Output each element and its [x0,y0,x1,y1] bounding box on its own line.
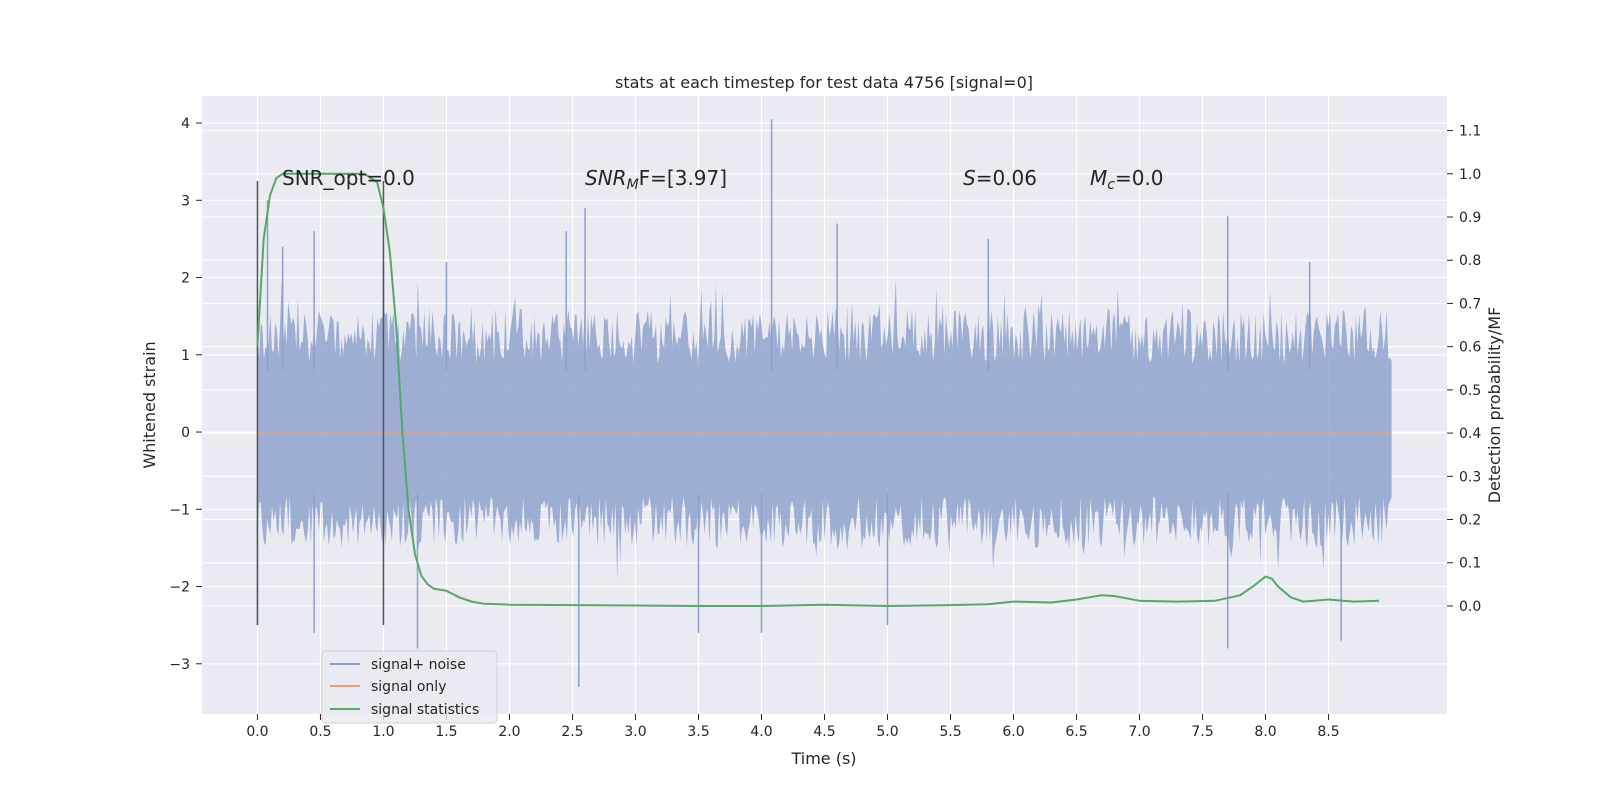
y-tick-label: 0 [181,425,190,441]
annotation-mc-sub: c [1107,177,1115,193]
annotation-snr-opt: SNR_opt=0.0 [282,166,415,190]
y-axis-label: Whitened strain [140,341,159,468]
annotation-snr-mf: SNRMF=[3.97] [585,166,727,193]
y2-tick-label: 1.1 [1459,124,1481,140]
y2-tick-label: 0.7 [1459,296,1481,312]
x-tick-label: 0.0 [246,724,268,740]
x-tick-label: 1.5 [435,724,457,740]
y-ticks: 4 3 2 1 0 −1 −2 −3 [169,116,202,673]
y-tick-label: −3 [169,657,190,673]
x-tick-label: 0.5 [309,724,331,740]
annotation-mc: Mc=0.0 [1090,166,1164,193]
y-tick-label: 4 [181,116,190,132]
x-tick-label: 1.0 [372,724,394,740]
y2-tick-label: 1.0 [1459,167,1481,183]
y2-tick-label: 0.3 [1459,469,1481,485]
y-tick-label: 2 [181,271,190,287]
x-tick-label: 6.5 [1065,724,1087,740]
x-tick-label: 7.0 [1128,724,1150,740]
y2-tick-label: 0.9 [1459,210,1481,226]
x-tick-label: 3.5 [687,724,709,740]
annotation-snr-mf-rest: F=[3.97] [639,166,727,190]
series-signal-noise-spikes [256,119,1342,687]
y-tick-label: −2 [169,580,190,596]
legend-label-signal-only: signal only [371,679,446,695]
x-tick-label: 5.0 [876,724,898,740]
vertical-markers [256,180,385,626]
annotation-s-val: =0.06 [976,166,1037,190]
y2-ticks: 1.1 1.0 0.9 0.8 0.7 0.6 0.5 0.4 0.3 0.2 0.1 0.0 [1447,124,1481,615]
y2-tick-label: 0.6 [1459,340,1481,356]
annotation-s: S=0.06 [963,166,1037,190]
y2-tick-label: 0.8 [1459,253,1481,269]
chart-title: stats at each timestep for test data 475… [615,73,1033,92]
y2-tick-label: 0.5 [1459,383,1481,399]
annotation-snr-mf-sub: M [627,177,639,193]
x-tick-label: 6.0 [1002,724,1024,740]
x-tick-label: 4.5 [813,724,835,740]
y2-tick-label: 0.2 [1459,513,1481,529]
annotation-mc-var: M [1090,166,1107,190]
x-tick-label: 3.0 [624,724,646,740]
x-tick-label: 7.5 [1191,724,1213,740]
x-tick-label: 5.5 [939,724,961,740]
legend-box [321,650,498,724]
legend-label-signal-noise: signal+ noise [371,657,466,673]
y-tick-label: −1 [169,502,190,518]
series-signal-noise-envelope [257,278,1392,581]
legend-label-signal-statistics: signal statistics [371,702,479,718]
x-axis-label: Time (s) [790,749,856,768]
y-tick-label: 3 [181,193,190,209]
annotation-snr-mf-base: SNR [585,166,627,190]
x-ticks: 0.0 0.5 1.0 1.5 2.0 2.5 3.0 3.5 4.0 4.5 5.0 5.5 6.0 6… [246,714,1340,740]
y-tick-label: 1 [181,348,190,364]
y2-tick-label: 0.4 [1459,426,1481,442]
x-tick-label: 2.0 [498,724,520,740]
y2-tick-label: 0.1 [1459,556,1481,572]
x-tick-label: 4.0 [750,724,772,740]
x-tick-label: 2.5 [561,724,583,740]
annotation-s-var: S [963,166,976,190]
series-signal-statistics [256,172,1380,608]
annotation-mc-val: =0.0 [1115,166,1164,190]
legend: signal+ noise signal only signal statist… [321,650,498,724]
x-tick-label: 8.5 [1317,724,1339,740]
y2-axis-label: Detection probability/MF [1485,307,1504,504]
y2-tick-label: 0.0 [1459,599,1481,615]
x-tick-label: 8.0 [1254,724,1276,740]
